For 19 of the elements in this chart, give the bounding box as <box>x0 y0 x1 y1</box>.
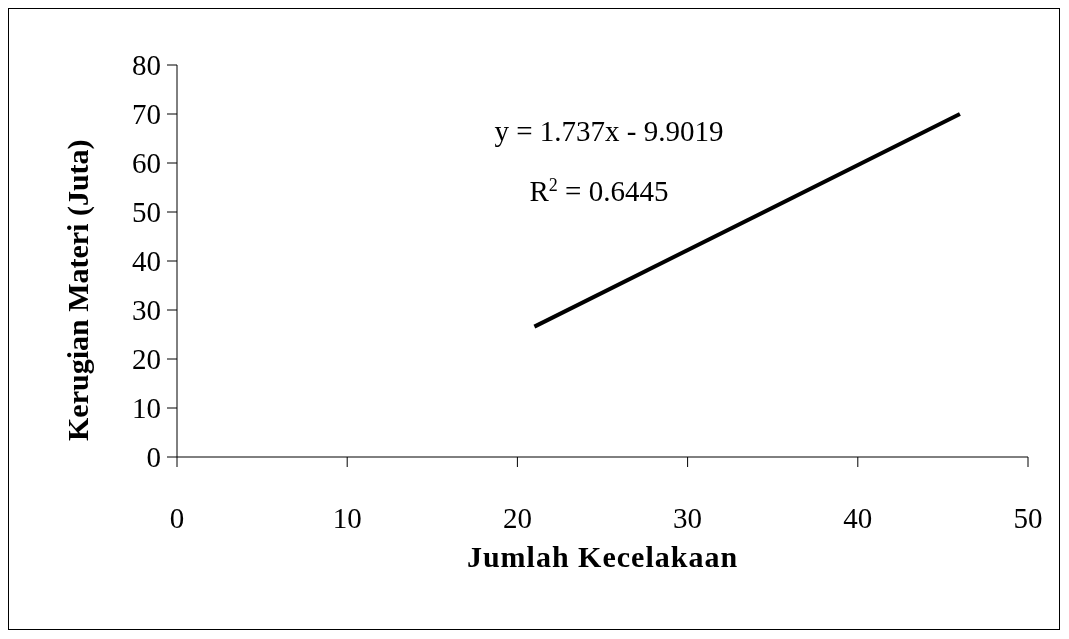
x-tick-label: 20 <box>502 501 532 534</box>
x-tick-label: 10 <box>332 501 362 534</box>
annotation: R$^{2}$ = 0.6445 <box>529 175 669 207</box>
y-tick-label: 50 <box>132 196 161 229</box>
x-tick-label: 50 <box>1013 501 1043 534</box>
annotation: y = 1.737x - 9.9019 <box>494 115 724 147</box>
y-tick-label: 10 <box>132 392 161 425</box>
x-tick-label: 30 <box>673 501 703 534</box>
y-axis-title: Kerugian Materi (Juta) <box>60 139 95 441</box>
y-tick-label: 0 <box>146 441 161 474</box>
x-tick-label: 40 <box>843 501 873 534</box>
y-tick-label: 20 <box>132 343 161 376</box>
x-tick-label: 0 <box>169 501 185 534</box>
y-tick-label: 70 <box>132 98 161 131</box>
y-tick-label: 40 <box>132 245 161 278</box>
y-tick-label: 80 <box>132 49 161 82</box>
y-tick-label: 30 <box>132 294 161 327</box>
y-tick-label: 60 <box>132 147 161 180</box>
x-axis-title: Jumlah Kecelakaan <box>466 540 739 573</box>
